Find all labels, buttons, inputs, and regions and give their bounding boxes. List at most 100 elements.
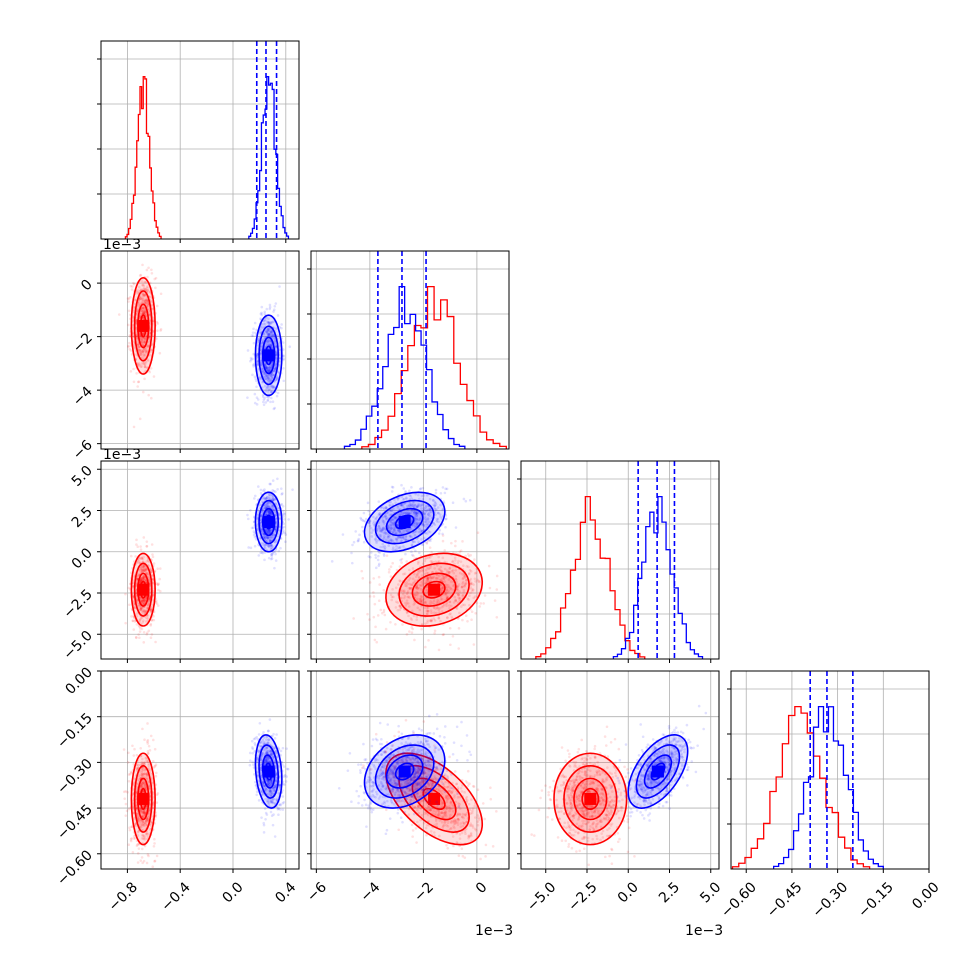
scatter-point bbox=[262, 371, 265, 374]
scatter-point bbox=[143, 298, 147, 302]
scatter-point bbox=[153, 277, 157, 281]
scatter-point bbox=[140, 606, 143, 609]
scatter-point bbox=[274, 378, 278, 382]
scatter-point bbox=[253, 392, 257, 396]
scatter-point bbox=[391, 561, 394, 565]
scatter-point bbox=[279, 546, 282, 550]
scatter-point bbox=[149, 348, 153, 352]
scatter-point bbox=[151, 555, 155, 559]
scatter-point bbox=[135, 372, 138, 375]
scatter-point bbox=[263, 312, 266, 316]
scatter-point bbox=[271, 373, 275, 377]
scatter-point bbox=[124, 621, 127, 625]
scatter-point bbox=[144, 610, 147, 614]
scatter-point bbox=[264, 318, 267, 322]
scatter-point bbox=[133, 345, 136, 348]
scatter-point bbox=[368, 581, 372, 584]
scatter-point bbox=[148, 370, 151, 374]
scatter-point bbox=[142, 311, 145, 315]
scatter-point bbox=[139, 570, 142, 574]
scatter-point bbox=[141, 599, 144, 603]
scatter-point bbox=[264, 497, 268, 500]
scatter-point bbox=[153, 569, 157, 573]
scatter-point bbox=[144, 365, 147, 369]
scatter-point bbox=[418, 487, 422, 491]
scatter-point bbox=[142, 294, 145, 298]
scatter-point bbox=[246, 396, 249, 399]
scatter-point bbox=[142, 577, 145, 581]
scatter-point bbox=[259, 518, 263, 522]
scatter-point bbox=[148, 580, 152, 584]
scatter-point bbox=[488, 586, 492, 590]
scatter-point bbox=[141, 610, 145, 614]
scatter-point bbox=[136, 338, 139, 341]
scatter-point bbox=[143, 353, 147, 357]
scatter-point bbox=[142, 284, 146, 288]
scatter-point bbox=[262, 325, 265, 328]
scatter-point bbox=[278, 356, 282, 360]
scatter-point bbox=[288, 345, 292, 349]
scatter-point bbox=[384, 627, 388, 631]
scatter-point bbox=[269, 528, 272, 532]
scatter-point bbox=[142, 349, 145, 353]
scatter-point bbox=[153, 859, 157, 863]
scatter-point bbox=[141, 727, 144, 731]
scatter-point bbox=[255, 353, 259, 356]
scatter-point bbox=[352, 540, 356, 544]
scatter-point bbox=[136, 861, 140, 864]
scatter-point bbox=[261, 393, 265, 397]
scatter-point bbox=[266, 536, 270, 540]
scatter-point bbox=[132, 367, 135, 371]
scatter-point bbox=[267, 333, 271, 336]
scatter-point bbox=[247, 546, 250, 549]
scatter-point bbox=[273, 550, 277, 553]
scatter-point bbox=[275, 327, 278, 330]
scatter-point bbox=[150, 568, 153, 572]
scatter-point bbox=[441, 532, 444, 536]
scatter-point bbox=[268, 328, 271, 332]
scatter-point bbox=[266, 376, 270, 379]
scatter-point bbox=[145, 540, 149, 543]
scatter-point bbox=[145, 616, 148, 620]
scatter-point bbox=[270, 557, 274, 560]
scatter-point bbox=[377, 562, 381, 566]
scatter-point bbox=[145, 572, 148, 575]
scatter-point bbox=[266, 340, 269, 344]
scatter-point bbox=[264, 365, 268, 368]
scatter-point bbox=[272, 489, 276, 493]
scatter-point bbox=[141, 283, 145, 287]
scatter-point bbox=[374, 566, 378, 570]
scatter-point bbox=[268, 374, 271, 377]
scatter-point bbox=[361, 525, 364, 529]
scatter-point bbox=[268, 366, 271, 369]
scatter-point bbox=[272, 334, 275, 337]
scatter-point bbox=[267, 556, 271, 560]
scatter-point bbox=[259, 317, 262, 321]
scatter-point bbox=[269, 535, 273, 539]
scatter-point bbox=[448, 626, 452, 630]
scatter-point bbox=[263, 384, 267, 388]
scatter-point bbox=[264, 375, 267, 378]
scatter-point bbox=[137, 364, 141, 367]
scatter-point bbox=[260, 323, 264, 326]
scatter-point bbox=[474, 611, 477, 615]
scatter-point bbox=[135, 577, 139, 581]
scatter-point bbox=[260, 363, 263, 367]
scatter-point bbox=[267, 395, 271, 399]
scatter-point bbox=[139, 351, 142, 355]
scatter-point bbox=[267, 328, 270, 331]
scatter-point bbox=[139, 567, 143, 571]
scatter-point bbox=[142, 575, 146, 579]
scatter-point bbox=[260, 305, 264, 309]
scatter-point bbox=[126, 761, 130, 764]
scatter-point bbox=[282, 367, 285, 370]
scatter-point bbox=[462, 497, 466, 501]
scatter-point bbox=[143, 610, 147, 613]
scatter-point bbox=[249, 359, 252, 363]
scatter-point bbox=[131, 744, 134, 748]
scatter-point bbox=[143, 599, 146, 603]
scatter-point bbox=[262, 403, 266, 407]
scatter-point bbox=[268, 307, 272, 311]
scatter-point bbox=[361, 577, 365, 580]
scatter-point bbox=[487, 564, 491, 568]
